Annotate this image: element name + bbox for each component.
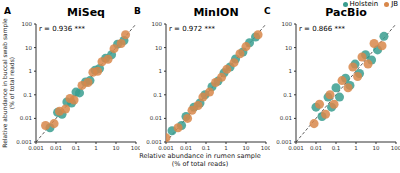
- html-text:A: A: [4, 6, 11, 16]
- svg-text:10: 10: [113, 145, 120, 151]
- html-text:r = 0.936 ***: r = 0.936 ***: [39, 25, 85, 33]
- svg-text:10: 10: [373, 145, 380, 151]
- svg-text:0.001: 0.001: [288, 145, 304, 151]
- svg-text:0.1: 0.1: [72, 145, 81, 151]
- svg-text:0.001: 0.001: [28, 145, 44, 151]
- svg-text:0.001: 0.001: [158, 145, 174, 151]
- svg-text:0.001: 0.001: [146, 139, 162, 145]
- svg-text:10: 10: [285, 45, 292, 51]
- svg-text:0.1: 0.1: [153, 92, 162, 98]
- html-text:Holstein: Holstein: [349, 0, 379, 8]
- svg-text:1: 1: [289, 68, 293, 74]
- svg-text:0.1: 0.1: [332, 145, 341, 151]
- svg-text:10: 10: [155, 45, 162, 51]
- html-text:Relative abundance in rumen sa: Relative abundance in rumen sample: [139, 152, 261, 160]
- svg-text:0.01: 0.01: [280, 115, 292, 121]
- svg-text:1: 1: [354, 145, 358, 151]
- svg-text:0.001: 0.001: [276, 139, 292, 145]
- svg-text:Relative abundance in buccal s: Relative abundance in buccal swab sample…: [8, 18, 15, 148]
- svg-text:0.01: 0.01: [180, 145, 192, 151]
- svg-text:100: 100: [261, 145, 270, 151]
- svg-text:100: 100: [391, 145, 392, 151]
- html-text:PacBio: PacBio: [325, 6, 367, 19]
- html-text:JB: JB: [391, 0, 398, 8]
- html-text:C: C: [264, 6, 271, 16]
- html-text:r = 0.972 ***: r = 0.972 ***: [169, 25, 215, 33]
- html-text:r = 0.866 ***: r = 0.866 ***: [299, 25, 345, 33]
- svg-text:1: 1: [224, 145, 228, 151]
- html-text:MinION: MinION: [193, 6, 239, 19]
- svg-text:0.1: 0.1: [202, 145, 211, 151]
- svg-text:1: 1: [29, 68, 33, 74]
- svg-text:100: 100: [22, 21, 33, 27]
- html-text:MiSeq: MiSeq: [67, 6, 105, 19]
- svg-text:0.1: 0.1: [23, 92, 32, 98]
- svg-text:100: 100: [282, 21, 293, 27]
- svg-text:0.01: 0.01: [50, 145, 62, 151]
- svg-text:10: 10: [243, 145, 250, 151]
- svg-text:1: 1: [94, 145, 98, 151]
- svg-text:1: 1: [159, 68, 163, 74]
- svg-text:100: 100: [152, 21, 163, 27]
- svg-text:0.01: 0.01: [150, 115, 162, 121]
- html-text:B: B: [134, 6, 141, 16]
- svg-text:0.001: 0.001: [16, 139, 32, 145]
- svg-text:0.1: 0.1: [283, 92, 292, 98]
- svg-text:100: 100: [131, 145, 140, 151]
- svg-text:0.01: 0.01: [20, 115, 32, 121]
- svg-text:10: 10: [25, 45, 32, 51]
- svg-text:0.01: 0.01: [310, 145, 322, 151]
- html-text:(% of total reads): (% of total reads): [171, 160, 229, 168]
